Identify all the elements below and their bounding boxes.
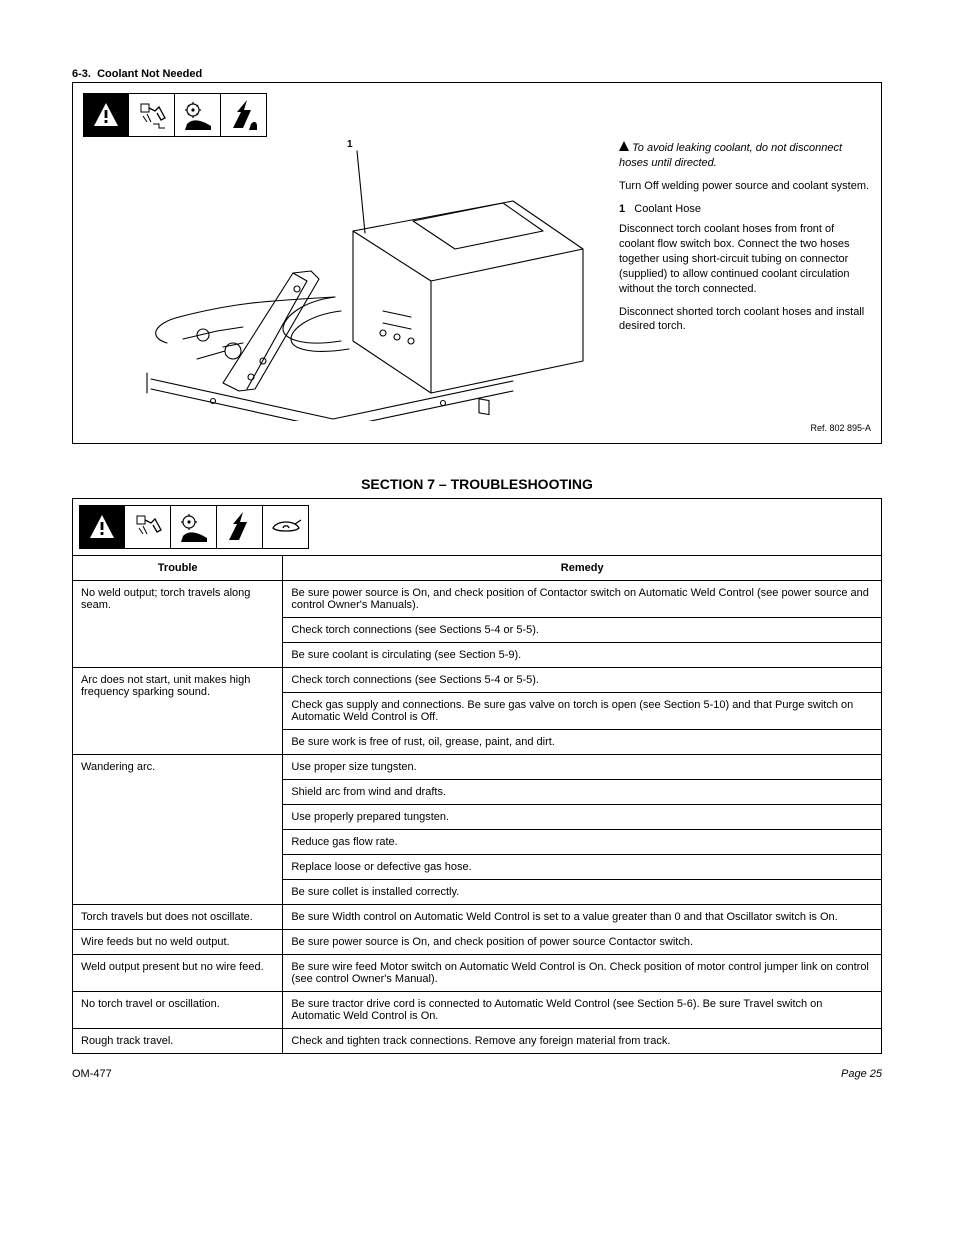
hot-surface-icon: [221, 93, 267, 137]
table-row: Torch travels but does not oscillate.: [73, 905, 283, 930]
table-row: Shield arc from wind and drafts.: [283, 780, 882, 805]
moving-parts-icon: [171, 505, 217, 549]
col-header-trouble: Trouble: [73, 556, 283, 581]
table-row: Weld output present but no wire feed.: [73, 955, 283, 992]
section-title: Coolant Not Needed: [97, 68, 202, 80]
table-row: Wire feeds but no weld output.: [73, 930, 283, 955]
section-label: 6-3.: [72, 68, 91, 80]
warning-icon-row: [83, 93, 871, 137]
table-row: Wandering arc.: [73, 755, 283, 905]
table-row: Check and tighten track connections. Rem…: [283, 1029, 882, 1054]
col-header-remedy: Remedy: [283, 556, 882, 581]
warning-lead: To avoid leaking coolant, do not disconn…: [619, 142, 842, 169]
table-row: Be sure tractor drive cord is connected …: [283, 992, 882, 1029]
warning-exclaim-icon: [83, 93, 129, 137]
table-row: Be sure collet is installed correctly.: [283, 880, 882, 905]
table-row: No weld output; torch travels along seam…: [73, 581, 283, 668]
moving-parts-icon: [175, 93, 221, 137]
callout-1-number: 1: [347, 139, 353, 150]
electric-shock-icon: [129, 93, 175, 137]
table-row: Use properly prepared tungsten.: [283, 805, 882, 830]
step-1: Turn Off welding power source and coolan…: [619, 179, 871, 194]
footer-page-number: Page 25: [841, 1068, 882, 1080]
table-row: Be sure coolant is circulating (see Sect…: [283, 643, 882, 668]
table-row: Use proper size tungsten.: [283, 755, 882, 780]
callout-1-label: 1: [619, 203, 625, 215]
table-row: Check torch connections (see Sections 5-…: [283, 668, 882, 693]
table-row: Check torch connections (see Sections 5-…: [283, 618, 882, 643]
table-row: Reduce gas flow rate.: [283, 830, 882, 855]
table-row: Check gas supply and connections. Be sur…: [283, 693, 882, 730]
coolant-panel: 1 To avoid leaking coolant, do not disco…: [72, 82, 882, 444]
warning-exclaim-icon: [79, 505, 125, 549]
table-row: Be sure work is free of rust, oil, greas…: [283, 730, 882, 755]
hot-surface-icon: [217, 505, 263, 549]
illustration-ref: Ref. 802 895-A: [83, 423, 871, 433]
table-row: Be sure power source is On, and check po…: [283, 930, 882, 955]
callout-1-text: Coolant Hose: [634, 203, 701, 215]
instruction-text: To avoid leaking coolant, do not disconn…: [619, 141, 871, 421]
table-row: Arc does not start, unit makes high freq…: [73, 668, 283, 755]
footer-doc-id: OM-477: [72, 1068, 112, 1080]
table-row: Be sure Width control on Automatic Weld …: [283, 905, 882, 930]
table-row: Be sure wire feed Motor switch on Automa…: [283, 955, 882, 992]
table-row: Be sure power source is On, and check po…: [283, 581, 882, 618]
table-row: Rough track travel.: [73, 1029, 283, 1054]
eye-protection-icon: [263, 505, 309, 549]
electric-shock-icon: [125, 505, 171, 549]
table-row: No torch travel or oscillation.: [73, 992, 283, 1029]
step-3: Disconnect shorted torch coolant hoses a…: [619, 305, 871, 335]
warning-triangle-icon: [619, 141, 629, 151]
page-footer: OM-477 Page 25: [72, 1068, 882, 1080]
troubleshooting-heading: SECTION 7 – TROUBLESHOOTING: [72, 476, 882, 492]
troubleshooting-table: Trouble Remedy No weld output; torch tra…: [72, 498, 882, 1054]
table-row: Replace loose or defective gas hose.: [283, 855, 882, 880]
coolant-illustration: 1: [83, 141, 603, 421]
